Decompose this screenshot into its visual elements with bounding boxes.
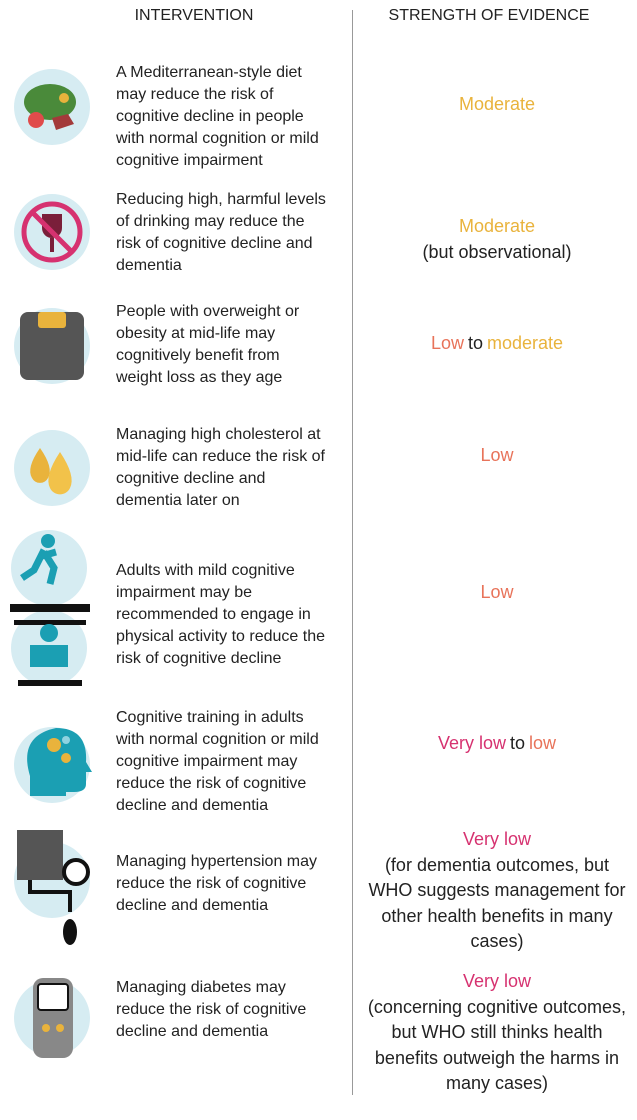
evidence-level: Low: [366, 443, 628, 469]
evidence: Low: [366, 443, 628, 469]
activity-icon: [10, 530, 90, 686]
alcohol-icon: [14, 194, 90, 270]
icons: [10, 69, 92, 1058]
blood-pressure-icon: [14, 830, 90, 945]
evidence-word: Very low: [462, 829, 532, 849]
evidence: Low to moderate: [366, 331, 628, 357]
brain-icon: [14, 727, 92, 803]
evidence-level: Moderate: [366, 92, 628, 118]
evidence-word: Low: [430, 333, 464, 353]
evidence-note: (concerning cognitive outcomes, but WHO …: [367, 996, 627, 1094]
evidence-word: to: [467, 333, 483, 353]
evidence-level: Very low to low: [366, 731, 628, 757]
evidence: Very low to low: [366, 731, 628, 757]
evidence-level: Very low: [366, 969, 628, 995]
intervention-text: Cognitive training in adults with normal…: [116, 709, 319, 814]
evidence: Very low (for dementia outcomes, but WHO …: [366, 827, 628, 955]
evidence-word: Moderate: [458, 94, 536, 114]
evidence-level: Low: [366, 580, 628, 606]
evidence: Low: [366, 580, 628, 606]
intervention-text: Managing diabetes may reduce the risk of…: [116, 979, 307, 1040]
intervention-text: Reducing high, harmful levels of drinkin…: [116, 191, 326, 274]
evidence: Moderate (but observational): [366, 214, 628, 265]
glucose-meter-icon: [14, 978, 90, 1058]
evidence-note: (but observational): [422, 241, 572, 262]
intervention-text: Adults with mild cognitive impairment ma…: [116, 562, 325, 667]
evidence-word: Low: [480, 445, 514, 465]
intervention-text: Managing high cholesterol at mid-life ca…: [116, 426, 325, 509]
evidence-word: Very low: [437, 733, 506, 753]
scale-icon: [14, 308, 90, 384]
evidence-word: moderate: [487, 333, 564, 353]
intervention-text: A Mediterranean-style diet may reduce th…: [116, 64, 319, 169]
evidence-word: Moderate: [458, 216, 536, 236]
intervention-text: Managing hypertension may reduce the ris…: [116, 853, 318, 914]
header-intervention: INTERVENTION: [134, 7, 254, 24]
cholesterol-icon: [14, 430, 90, 506]
evidence-level: Low to moderate: [366, 331, 628, 357]
evidence-word: Low: [480, 582, 514, 602]
evidence-word: low: [529, 733, 557, 753]
evidence-level: Moderate: [366, 214, 628, 240]
evidence-word: Very low: [462, 971, 532, 991]
diet-icon: [14, 69, 90, 145]
evidence: Very low (concerning cognitive outcomes, …: [366, 969, 628, 1097]
evidence-note: (for dementia outcomes, but WHO suggests…: [368, 854, 626, 952]
header-evidence: STRENGTH OF EVIDENCE: [388, 7, 590, 24]
evidence-level: Very low: [366, 827, 628, 853]
intervention-text: People with overweight or obesity at mid…: [116, 303, 300, 386]
evidence-word: to: [510, 733, 526, 753]
divider: [352, 10, 353, 1095]
evidence: Moderate: [366, 92, 628, 118]
